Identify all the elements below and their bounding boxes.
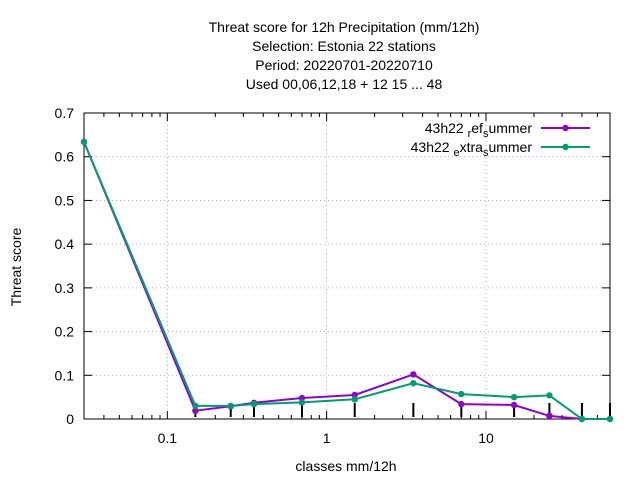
series-43h22_ref_summer — [80, 138, 614, 423]
y-axis-label: Threat score — [8, 227, 24, 306]
series-line — [83, 141, 610, 420]
legend-marker — [562, 143, 569, 151]
series-43h22_extra_summer — [80, 138, 614, 423]
legend-label-part: ummer — [488, 120, 532, 136]
data-point — [298, 394, 306, 402]
grid — [84, 113, 610, 419]
data-point — [410, 371, 417, 378]
data-point — [351, 391, 358, 399]
legend-label-part: e — [453, 147, 459, 159]
legend-label-part: s — [483, 147, 489, 159]
data-point — [546, 412, 553, 420]
axes — [83, 112, 611, 420]
title-line-1: Threat score for 12h Precipitation (mm/1… — [209, 19, 480, 35]
y-tick-label: 0 — [66, 411, 74, 427]
data-point — [458, 390, 465, 398]
y-tick-label: 0.4 — [55, 236, 75, 252]
data-point — [510, 393, 518, 401]
data-point — [578, 415, 586, 423]
data-point — [351, 396, 358, 403]
legend-label-part: ef — [471, 120, 483, 136]
y-tick-label: 0.3 — [55, 280, 75, 296]
data-point — [192, 407, 199, 414]
x-axis-label: classes mm/12h — [295, 458, 396, 474]
y-tick-label: 0.5 — [55, 192, 75, 208]
plot-frame — [83, 112, 611, 420]
data-point — [410, 379, 417, 387]
legend-label-part: 43h22 — [411, 139, 454, 155]
data-point — [298, 399, 306, 406]
legend-marker — [562, 124, 569, 132]
y-tick-label: 0.6 — [55, 149, 75, 165]
title-line-3: Period: 20220701-20220710 — [255, 57, 433, 73]
data-point — [80, 138, 88, 146]
legend-label-part: r — [468, 128, 472, 140]
x-tick-label: 1 — [323, 430, 331, 446]
series-line — [83, 141, 610, 420]
data-point — [510, 401, 518, 409]
series-group — [80, 138, 614, 423]
y-tick-label: 0.2 — [55, 324, 75, 340]
y-tick-label: 0.1 — [55, 367, 75, 383]
data-point — [458, 400, 465, 408]
data-point — [227, 402, 234, 410]
x-tick-label: 10 — [478, 430, 494, 446]
legend-label-part: s — [483, 128, 489, 140]
chart-title: Threat score for 12h Precipitation (mm/1… — [209, 19, 480, 92]
data-point — [192, 402, 199, 410]
title-line-2: Selection: Estonia 22 stations — [252, 38, 436, 54]
x-tick-label: 0.1 — [158, 430, 178, 446]
legend-label: 43h22 refsummer — [425, 120, 533, 140]
data-point — [250, 400, 258, 408]
title-line-4: Used 00,06,12,18 + 12 15 ... 48 — [246, 76, 443, 92]
legend-label-part: 43h22 — [425, 120, 468, 136]
data-point — [606, 415, 614, 423]
ticks: 0 0.1 0.2 0.3 0.4 0.5 0.6 0.7 0.1 1 10 — [55, 105, 611, 446]
legend-label-part: ummer — [488, 139, 532, 155]
data-point — [546, 392, 553, 399]
legend-label-part: xtra — [460, 139, 484, 155]
legend-label: 43h22 extrasummer — [411, 139, 533, 159]
y-tick-label: 0.7 — [55, 105, 75, 121]
